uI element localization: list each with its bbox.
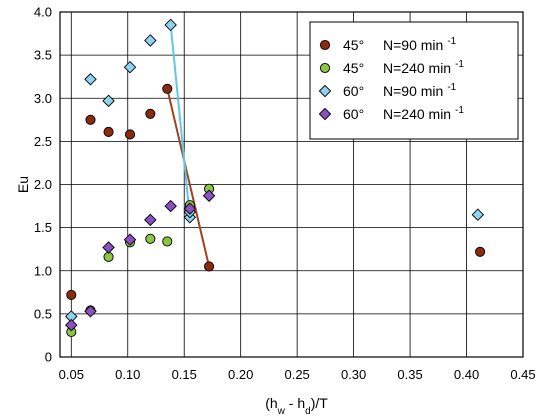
- data-point: [84, 73, 97, 86]
- data-point: [164, 18, 177, 32]
- trend-lines: [166, 24, 211, 267]
- x-tick-label: 0.45: [510, 367, 535, 382]
- data-point: [123, 233, 137, 246]
- data-point: [103, 251, 114, 263]
- x-tick-label: 0.30: [341, 367, 366, 382]
- y-tick-label: 1.0: [34, 263, 52, 278]
- data-point: [102, 94, 115, 108]
- legend-label: 60° N=240 min -1: [343, 105, 464, 122]
- data-point: [202, 189, 216, 202]
- data-point: [164, 199, 177, 213]
- data-point: [124, 129, 136, 140]
- data-point: [66, 289, 77, 300]
- y-axis-title: Eu: [15, 176, 31, 193]
- data-point: [145, 233, 156, 244]
- data-point: [123, 60, 137, 74]
- data-point: [204, 261, 215, 272]
- y-tick-label: 0.5: [34, 306, 52, 321]
- x-tick-labels: 0.05 0.10 0.15 0.20 0.25 0.30 0.35 0.40 0.45: [59, 367, 536, 382]
- x-tick-label: 0.40: [454, 367, 479, 382]
- data-point: [85, 114, 96, 125]
- data-point: [65, 318, 78, 332]
- legend: 45° N=90 min -1 45° N=240 min -1 60° N=90 min -1…: [309, 21, 519, 140]
- data-point: [471, 208, 485, 221]
- y-tick-label: 3.5: [34, 48, 52, 63]
- trend-line: [166, 88, 211, 267]
- y-tick-label: 0: [45, 350, 52, 365]
- data-point: [475, 246, 486, 257]
- legend-box: [309, 21, 519, 140]
- trend-line: [169, 24, 191, 218]
- data-point: [162, 236, 173, 247]
- data-point: [103, 126, 114, 137]
- x-tick-label: 0.35: [397, 367, 422, 382]
- data-point: [84, 305, 97, 318]
- x-tick-label: 0.15: [172, 367, 197, 382]
- y-tick-label: 4.0: [34, 5, 52, 20]
- data-point: [102, 241, 115, 254]
- data-point: [144, 34, 157, 47]
- data-points: [65, 18, 486, 338]
- x-tick-label: 0.25: [284, 367, 309, 382]
- legend-marker: [318, 84, 332, 98]
- data-point: [162, 83, 173, 94]
- y-tick-label: 1.5: [34, 220, 52, 235]
- x-axis-title: (hw - hd)/T: [265, 395, 328, 417]
- legend-marker: [319, 62, 331, 74]
- data-point: [144, 213, 157, 227]
- data-point: [183, 202, 197, 215]
- legend-label: 45° N=90 min -1: [343, 36, 457, 53]
- y-tick-label: 2.0: [34, 177, 52, 192]
- x-tick-label: 0.05: [59, 367, 84, 382]
- y-tick-label: 2.5: [34, 134, 52, 149]
- legend-marker: [318, 107, 332, 121]
- legend-label: 45° N=240 min -1: [343, 59, 464, 76]
- y-tick-labels: 0 0.5 1.0 1.5 2.0 2.5 3.0 3.5 4.0: [34, 5, 52, 365]
- x-tick-label: 0.10: [115, 367, 140, 382]
- x-tick-label: 0.20: [228, 367, 253, 382]
- data-point: [145, 108, 156, 119]
- plot-frame: [59, 11, 524, 358]
- legend-label: 60° N=90 min -1: [343, 82, 457, 99]
- y-tick-label: 3.0: [34, 91, 52, 106]
- legend-marker: [319, 39, 331, 51]
